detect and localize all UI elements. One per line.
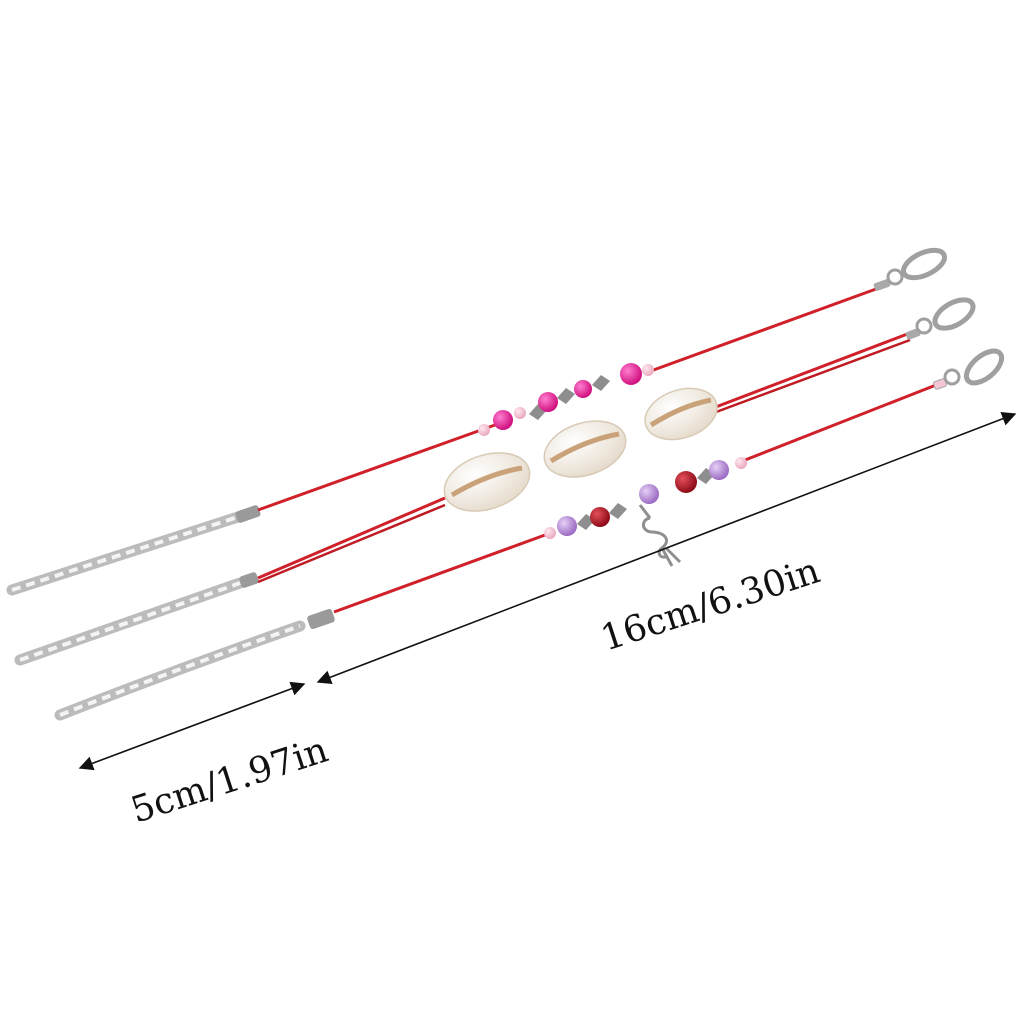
cowrie-shell — [543, 420, 627, 478]
anklet-bead — [6, 247, 947, 596]
bead — [620, 363, 642, 385]
bead — [590, 507, 610, 527]
extension-chain-1 — [6, 511, 244, 596]
bead — [478, 424, 490, 436]
bead — [544, 527, 556, 539]
shell-row — [443, 387, 718, 512]
extension-chain-2 — [14, 577, 246, 666]
cowrie-shell — [443, 452, 531, 512]
lobster-clasp-3 — [933, 348, 1005, 390]
anklet-shell — [14, 297, 976, 666]
spacer-bead — [609, 503, 627, 519]
extension-chain-3 — [54, 620, 306, 721]
flamingo-charm — [638, 504, 682, 567]
bead — [493, 410, 513, 430]
extension-length-label: 5cm/1.97in — [126, 729, 333, 831]
bead — [709, 460, 729, 480]
bead — [735, 457, 747, 469]
bead — [642, 364, 654, 376]
lobster-clasp-2 — [905, 297, 976, 340]
spacer-bead — [557, 388, 575, 404]
extension-length-arrow — [78, 681, 306, 771]
bead — [574, 380, 592, 398]
cord-3 — [333, 383, 937, 614]
main-length-arrow — [316, 411, 1017, 685]
spacer-bead — [592, 375, 610, 391]
bead — [557, 516, 577, 536]
bead — [639, 484, 659, 504]
end-cap-3 — [307, 608, 335, 630]
main-length-label: 16cm/6.30in — [596, 550, 825, 659]
end-cap-1 — [235, 505, 261, 523]
bead — [514, 407, 526, 419]
bead — [538, 392, 558, 412]
end-cap-2 — [239, 572, 259, 588]
bead — [675, 471, 697, 493]
cowrie-shell — [644, 387, 718, 441]
bead-row-1 — [478, 363, 654, 436]
lobster-clasp-1 — [873, 247, 947, 291]
